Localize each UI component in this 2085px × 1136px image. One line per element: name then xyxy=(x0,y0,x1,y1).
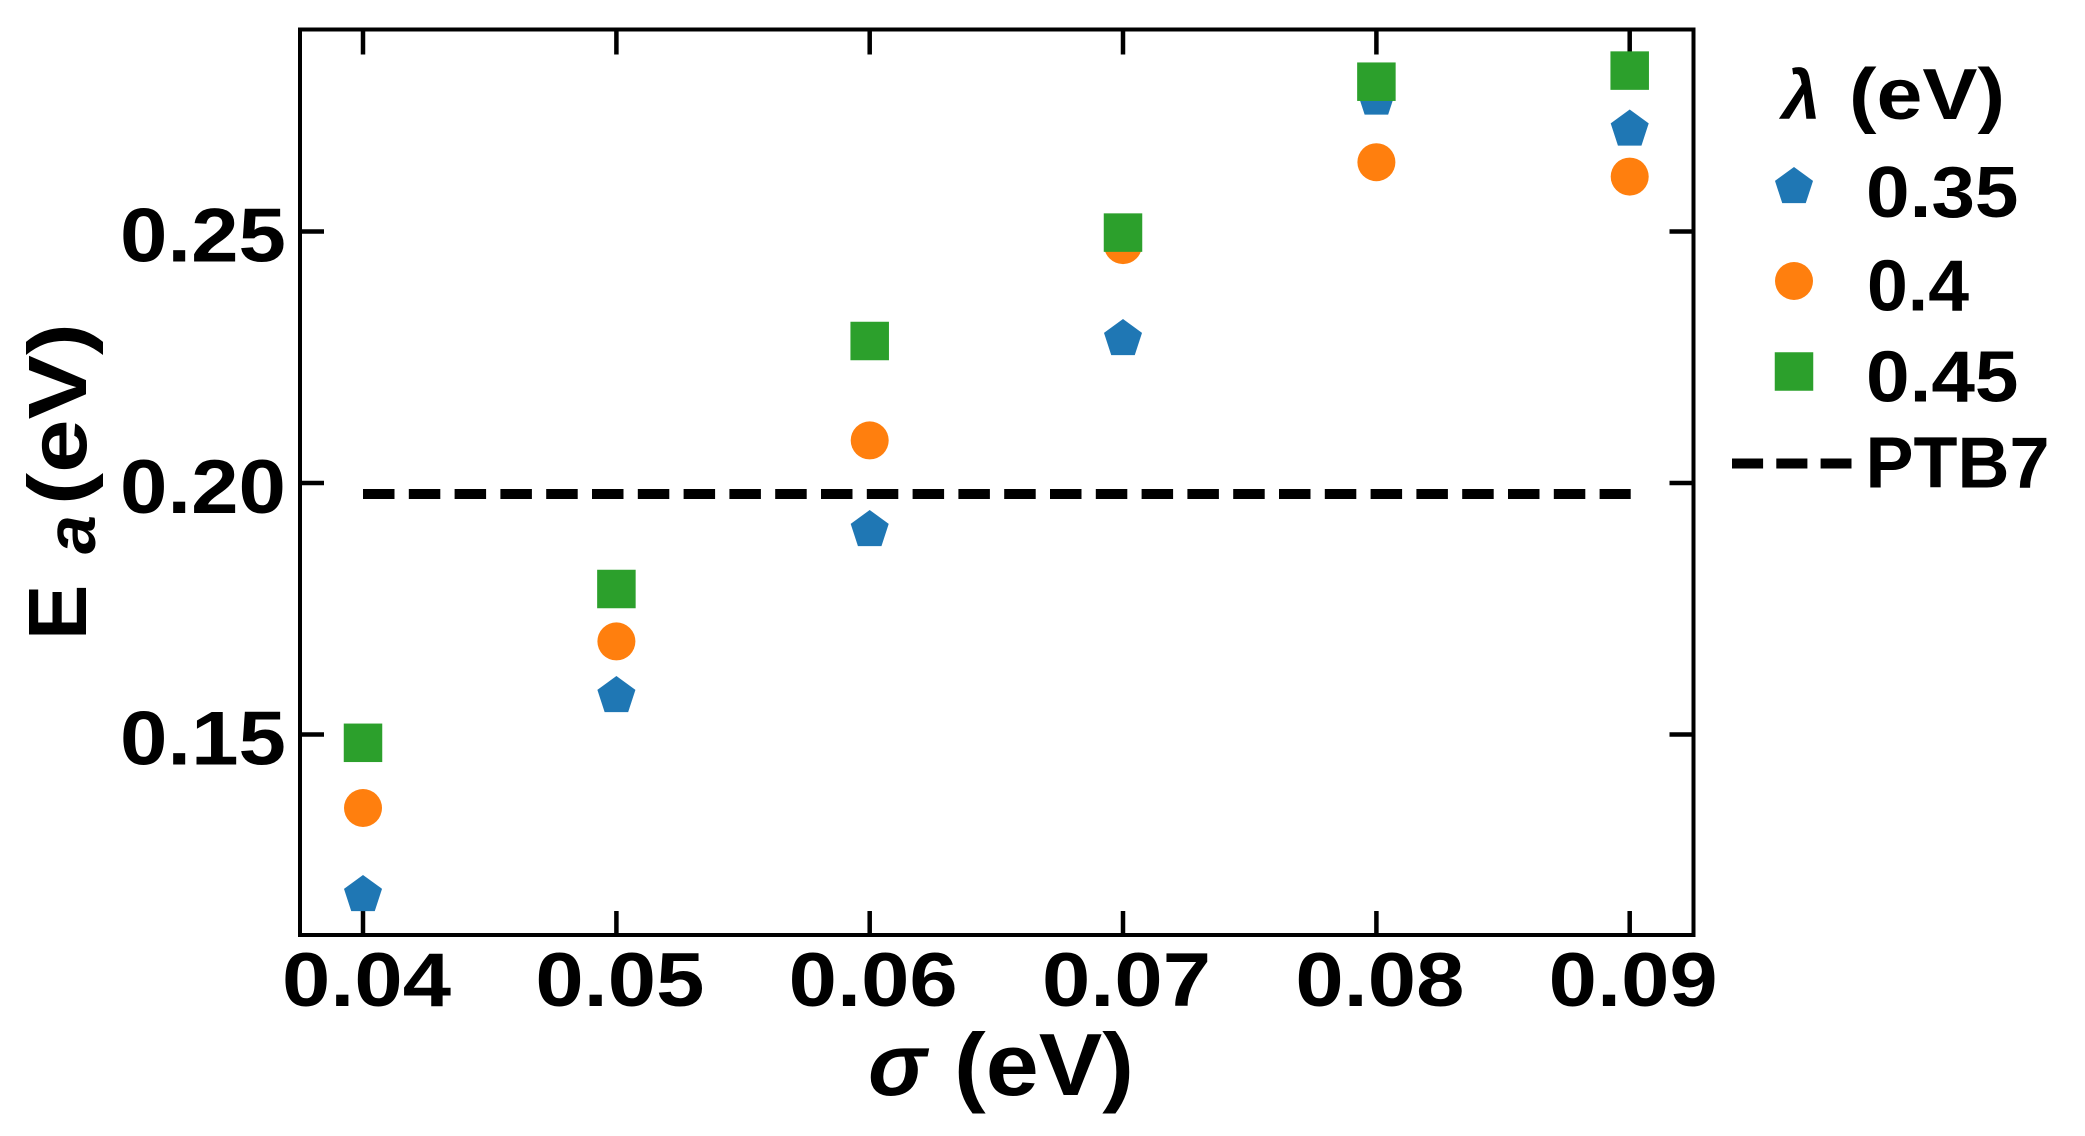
svg-text:0.25: 0.25 xyxy=(120,194,286,279)
svg-text:σ: σ xyxy=(868,1015,930,1114)
svg-text:0.06: 0.06 xyxy=(789,938,958,1023)
svg-text:a: a xyxy=(32,515,110,554)
svg-text:0.35: 0.35 xyxy=(1866,153,2019,233)
svg-text:0.09: 0.09 xyxy=(1549,938,1718,1023)
svg-text:0.07: 0.07 xyxy=(1042,938,1211,1023)
svg-text:0.08: 0.08 xyxy=(1295,938,1464,1023)
svg-text:(eV): (eV) xyxy=(11,323,104,505)
svg-text:(eV): (eV) xyxy=(1849,55,2005,135)
svg-text:0.04: 0.04 xyxy=(282,938,451,1023)
svg-text:0.05: 0.05 xyxy=(535,938,704,1023)
svg-text:λ: λ xyxy=(1778,57,1820,134)
svg-text:0.4: 0.4 xyxy=(1867,247,1969,327)
svg-text:0.45: 0.45 xyxy=(1866,338,2019,418)
svg-text:PTB7: PTB7 xyxy=(1866,424,2050,504)
svg-text:0.15: 0.15 xyxy=(120,697,286,782)
svg-text:(eV): (eV) xyxy=(954,1015,1134,1114)
svg-text:0.20: 0.20 xyxy=(120,445,286,530)
svg-text:E: E xyxy=(11,585,104,640)
